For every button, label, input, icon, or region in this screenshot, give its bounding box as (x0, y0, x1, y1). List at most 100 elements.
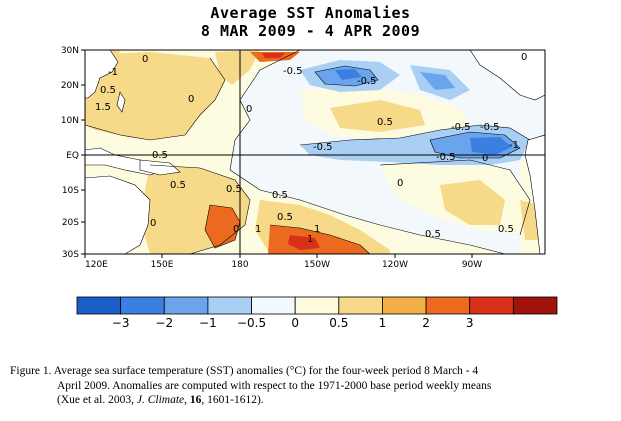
contour-label: 0 (246, 104, 252, 115)
lon-tick-label: 150E (151, 260, 174, 270)
land-new-guinea (139, 159, 181, 176)
land-central-america (440, 50, 545, 101)
colorbar-label: −0.5 (237, 316, 266, 330)
colorbar-swatch (338, 296, 383, 315)
colorbar-swatch (251, 296, 296, 315)
contour-label: 0.5 (170, 180, 186, 191)
colorbar-swatch (76, 296, 122, 315)
contour-label: 0 (521, 52, 527, 63)
contour-label: 0.5 (100, 85, 116, 96)
caption-line-3: (Xue et al. 2003, J. Climate, 16, 1601-1… (10, 393, 615, 408)
lon-tick-label: 180 (231, 260, 248, 270)
colorbar: −3 −2 −1 −0.5 0 0.5 1 2 3 (76, 296, 558, 330)
colorbar-swatch (294, 296, 340, 315)
lat-tick-label: 20S (62, 218, 79, 228)
chart-title: Average SST Anomalies (210, 4, 411, 22)
contour-label: -0.5 (436, 152, 456, 163)
contour-label: 0.5 (277, 212, 293, 223)
contour-label: -0.5 (451, 122, 471, 133)
colorbar-swatch (469, 296, 514, 315)
contour-label: 1 (307, 234, 313, 245)
strong-cool-equatorial-east (470, 137, 512, 155)
contour-label: -1 (108, 67, 118, 78)
contour-label: 0 (233, 224, 239, 235)
colorbar-label: −3 (112, 316, 130, 330)
half-contour-southwest (149, 164, 251, 254)
colorbar-label: 2 (422, 316, 430, 330)
tick-marks (81, 49, 473, 258)
one-contour-south (269, 224, 371, 254)
lon-tick-label: 150W (304, 260, 330, 270)
contour-label: 0.5 (377, 117, 393, 128)
caption-citation: (Xue et al. 2003, (57, 394, 137, 406)
contour-label: 0 (188, 94, 194, 105)
contour-label: 0 (397, 178, 403, 189)
contour-label: 1.5 (95, 102, 111, 113)
contour-label: -0.5 (480, 122, 500, 133)
strong-cool-north (335, 69, 362, 80)
contour-label: 0.5 (272, 190, 288, 201)
contour-label: 1 (314, 224, 320, 235)
one-contour-southwest (204, 204, 241, 249)
lat-tick-label: 30S (62, 250, 79, 260)
caption-journal: J. Climate (136, 394, 185, 406)
warm-central-north (330, 100, 425, 132)
minus-half-contour-east (429, 131, 521, 159)
warm-north-subtropics (215, 50, 260, 85)
contour-label: -0.5 (357, 76, 377, 87)
colorbar-label: 0 (291, 316, 299, 330)
colorbar-swatch (512, 296, 558, 315)
zero-contour-southeast (379, 159, 531, 236)
lat-tick-label: 20N (61, 81, 79, 91)
colorbar-label: −2 (155, 316, 173, 330)
figure-caption: Figure 1. Average sea surface temperatur… (10, 364, 615, 408)
warm-north-west (85, 52, 225, 140)
contour-label: 1 (255, 224, 261, 235)
minus-half-contour-north (314, 65, 379, 87)
very-strong-warm-south (288, 235, 320, 250)
caption-volume: 16 (189, 394, 202, 406)
lon-tick-label: 120W (382, 260, 408, 270)
colorbar-label: −1 (199, 316, 217, 330)
contour-label: -1 (509, 140, 519, 151)
colorbar-label: 3 (466, 316, 474, 330)
contour-label: 0 (142, 54, 148, 65)
land-australia (85, 175, 151, 254)
lat-tick-label: 30N (61, 46, 79, 56)
contour-label: 0 (150, 218, 156, 229)
colorbar-swatch (120, 296, 165, 315)
cool-east-north (420, 72, 455, 90)
colorbar-swatch (207, 296, 252, 315)
zero-contour-equator (299, 124, 531, 146)
caption-pages: , 1601-1612). (201, 394, 264, 406)
colorbar-swatch (382, 296, 427, 315)
contour-label: 0.5 (152, 150, 168, 161)
contour-label: 0.5 (498, 224, 514, 235)
contour-label: 0 (482, 153, 488, 164)
colorbar-swatch (425, 296, 471, 315)
half-contour-northwest (85, 57, 226, 141)
lon-tick-label: 90W (462, 260, 482, 270)
sst-anomaly-map: 120E 150E 180 150W 120W 90W 30N 20N 10N … (61, 46, 558, 330)
caption-separator: , (184, 394, 190, 406)
lat-tick-label: EQ (66, 151, 79, 161)
colorbar-label: 0.5 (329, 316, 348, 330)
very-strong-warm-north-strip (262, 53, 285, 58)
anomaly-field (85, 50, 545, 254)
land-south-america (524, 134, 545, 254)
contour-label: -0.5 (313, 142, 333, 153)
warm-southeast (440, 180, 505, 225)
contour-label: -0.5 (283, 66, 303, 77)
land-philippines (116, 91, 126, 113)
land-asia (85, 50, 119, 99)
strong-warm-south-west (205, 205, 240, 248)
contour-lines (85, 50, 531, 254)
caption-line-2: April 2009. Anomalies are computed with … (57, 379, 492, 392)
chart-date-range: 8 MAR 2009 - 4 APR 2009 (200, 22, 421, 40)
map-frame (84, 49, 546, 255)
caption-line-1: Figure 1. Average sea surface temperatur… (10, 365, 479, 377)
colorbar-label: 1 (379, 316, 387, 330)
lat-tick-label: 10N (61, 116, 79, 126)
contour-label: 0.5 (226, 184, 242, 195)
lat-tick-label: 10S (62, 186, 79, 196)
